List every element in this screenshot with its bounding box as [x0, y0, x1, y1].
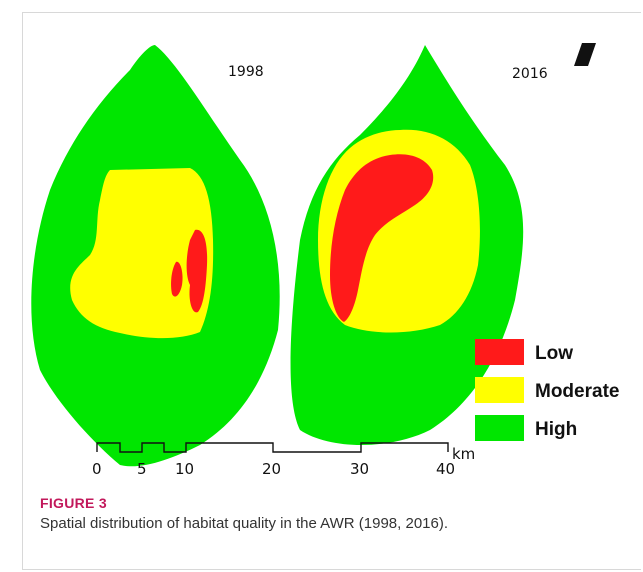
north-arrow-icon	[574, 43, 596, 66]
legend-swatch-moderate	[475, 377, 524, 403]
habitat-map: 1998 2016 Low Moderate High 0 5 10 20 30…	[31, 43, 619, 478]
legend-label-moderate: Moderate	[535, 381, 619, 402]
low-quality-patch-1998	[171, 261, 183, 297]
legend-swatch-high	[475, 415, 524, 441]
figure-label: FIGURE 3	[40, 495, 107, 511]
scale-tick-20: 20	[262, 460, 281, 478]
scale-bar: 0 5 10 20 30 40 km	[92, 442, 475, 478]
scale-tick-0: 0	[92, 460, 102, 478]
scale-bar-line	[96, 442, 449, 453]
scale-tick-10: 10	[175, 460, 194, 478]
low-quality-zone-2016	[330, 154, 434, 322]
moderate-quality-zone-1998	[70, 168, 214, 339]
scale-tick-40: 40	[436, 460, 455, 478]
year-label-1998: 1998	[228, 64, 264, 80]
low-quality-patch-1998	[186, 229, 208, 313]
legend-swatch-low	[475, 339, 524, 365]
year-label-2016: 2016	[512, 66, 548, 82]
scale-tick-30: 30	[350, 460, 369, 478]
map-panel-2016	[290, 45, 524, 445]
legend-label-low: Low	[535, 343, 573, 364]
scale-tick-5: 5	[137, 460, 147, 478]
map-panel-1998	[31, 45, 280, 467]
legend-label-high: High	[535, 419, 577, 440]
figure-frame	[22, 12, 641, 570]
figure-caption: Spatial distribution of habitat quality …	[40, 515, 449, 532]
legend: Low Moderate High	[475, 339, 619, 441]
scale-unit: km	[452, 445, 475, 463]
